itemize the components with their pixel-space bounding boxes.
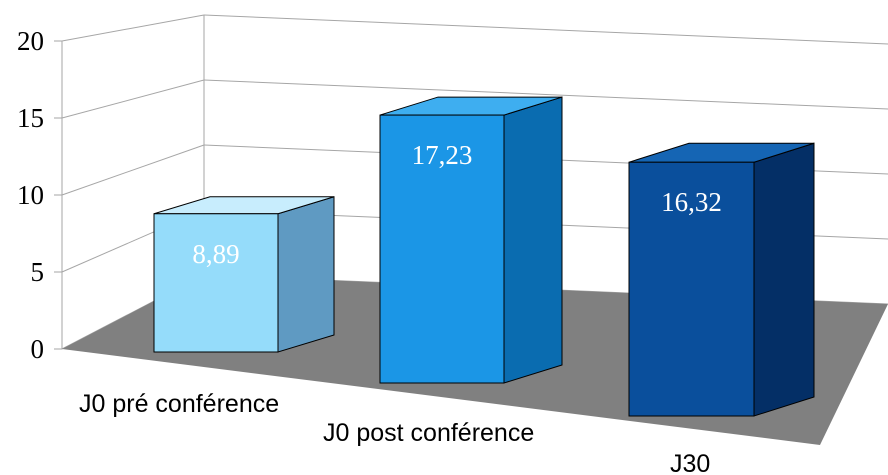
x-tick-label: J0 post conférence: [323, 419, 534, 447]
side-gridline: [61, 79, 205, 119]
y-tick-label: 10: [17, 180, 44, 210]
data-label: 17,23: [412, 140, 473, 170]
x-tick-label: J0 pré conférence: [79, 390, 279, 418]
bars-group: [153, 96, 815, 417]
gridline: [203, 79, 888, 110]
side-gridline: [61, 144, 205, 196]
x-tick-label: J30: [670, 450, 710, 475]
bar-side-face: [503, 96, 563, 384]
data-label: 16,32: [661, 187, 722, 217]
y-tick-label: 5: [31, 257, 45, 287]
labels-group: 0 5 10 15 20 8,89 17,23 16,32 J0 pré conférence J…: [17, 26, 722, 475]
y-tick-label: 15: [17, 103, 44, 133]
gridline: [203, 14, 888, 45]
bar: [379, 114, 505, 384]
y-tick-label: 0: [31, 334, 45, 364]
side-gridline: [61, 14, 205, 42]
bar-side-face: [753, 142, 815, 417]
bar-side-face: [277, 196, 335, 353]
bar: [153, 213, 279, 353]
bar: [628, 161, 755, 417]
y-tick-label: 20: [17, 26, 44, 56]
data-label: 8,89: [192, 239, 239, 269]
